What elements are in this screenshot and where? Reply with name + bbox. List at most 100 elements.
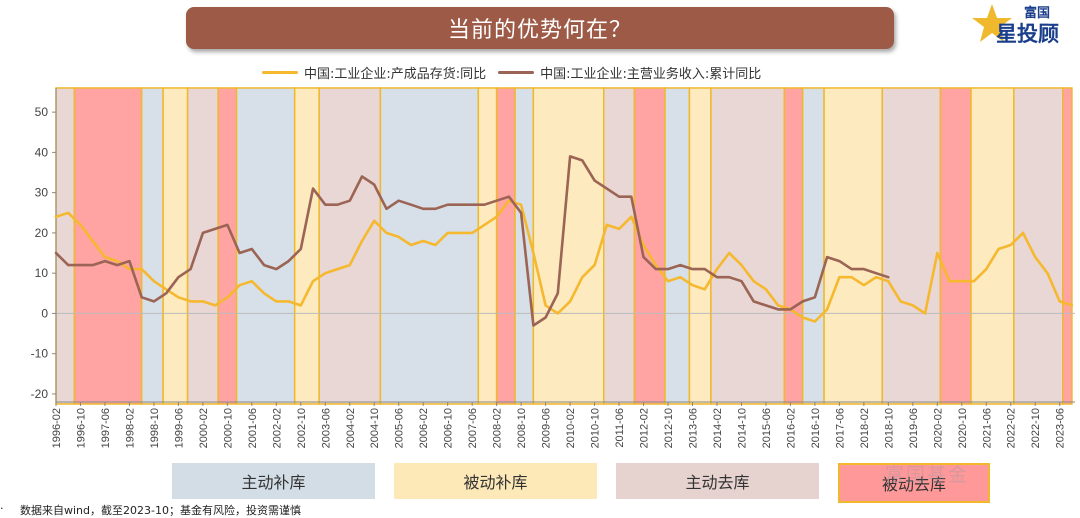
phase-band-passive-restock: [477, 87, 498, 405]
logo-line2: 星投顾: [996, 22, 1059, 46]
phase-band-active-destock: [55, 87, 76, 405]
phase-band-passive-destock: [217, 87, 238, 405]
y-tick-label: -10: [31, 347, 49, 361]
legend-label-inventory: 中国:工业企业:产成品存货:同比: [304, 66, 487, 82]
phase-legend-label: 主动补库: [241, 473, 306, 492]
x-tick-label: 1998-10: [149, 408, 161, 448]
y-tick-label: 20: [35, 226, 49, 240]
x-tick-label: 2004-02: [345, 408, 357, 448]
x-tick-label: 2019-06: [908, 408, 920, 448]
x-tick-label: 2016-10: [810, 408, 822, 448]
phase-band-passive-destock: [633, 87, 666, 405]
y-tick-label: 10: [35, 266, 49, 280]
phase-band-passive-restock: [293, 87, 320, 405]
phase-band-passive-restock: [532, 87, 605, 405]
x-tick-label: 2021-06: [981, 408, 993, 448]
y-tick-label: 30: [35, 186, 49, 200]
x-tick-label: 2006-10: [443, 408, 455, 448]
series-line-revenue: [54, 155, 890, 327]
x-tick-label: 2006-02: [418, 408, 430, 448]
x-tick-label: 2008-10: [516, 408, 528, 448]
phase-band-passive-restock: [823, 87, 883, 405]
x-tick-label: 2014-10: [736, 408, 748, 448]
phase-band-active-destock: [710, 87, 786, 405]
phase-band-active-restock: [379, 87, 480, 405]
phase-band-passive-destock: [1062, 87, 1073, 405]
x-tick-label: 1999-06: [173, 408, 185, 448]
phase-legend-active-destock: 主动去库: [616, 463, 819, 499]
y-tick-label: 50: [35, 105, 49, 119]
legend-swatch-revenue: [498, 70, 535, 74]
footer-bullet: ·: [0, 502, 4, 515]
x-tick-label: 2022-10: [1030, 408, 1042, 448]
phase-band-active-restock: [801, 87, 825, 405]
phase-band-passive-restock: [162, 87, 189, 405]
x-tick-label: 2008-02: [492, 408, 504, 448]
x-tick-label: 2015-06: [761, 408, 773, 448]
phase-band-active-destock: [318, 87, 382, 405]
x-tick-label: 2013-06: [687, 408, 699, 448]
legend-item-revenue: 中国:工业企业:主营业务收入:累计同比: [498, 63, 761, 82]
x-tick-label: 2017-06: [834, 408, 846, 448]
phase-legend-passive-destock: 被动去库: [838, 463, 990, 503]
x-tick-label: 2018-02: [859, 408, 871, 448]
x-tick-label: 2022-02: [1006, 408, 1018, 448]
phase-band-passive-destock: [939, 87, 972, 405]
x-tick-label: 2010-02: [565, 408, 577, 448]
x-tick-label: 2014-02: [712, 408, 724, 448]
x-tick-label: 2002-10: [296, 408, 308, 448]
x-tick-label: 1996-10: [75, 408, 87, 448]
star-icon: [972, 4, 1012, 42]
phase-band-passive-restock: [688, 87, 712, 405]
phase-legend-label: 被动去库: [881, 475, 946, 494]
x-tick-label: 2009-06: [541, 408, 553, 448]
x-tick-label: 2001-06: [247, 408, 259, 448]
phase-legend-passive-restock: 被动补库: [394, 463, 597, 499]
phase-band-active-restock: [235, 87, 296, 405]
phase-band-passive-destock: [73, 87, 143, 405]
x-tick-label: 2023-06: [1055, 408, 1067, 448]
brand-logo: 富国 星投顾: [972, 4, 1059, 46]
logo-line1: 富国: [1024, 5, 1050, 20]
legend-label-revenue: 中国:工业企业:主营业务收入:累计同比: [540, 66, 762, 82]
x-tick-label: 2011-06: [614, 408, 626, 448]
x-tick-label: 2012-10: [663, 408, 675, 448]
x-tick-label: 2010-10: [590, 408, 602, 448]
phase-band-active-restock: [140, 87, 164, 405]
phase-band-passive-destock: [783, 87, 804, 405]
x-tick-label: 2016-02: [785, 408, 797, 448]
legend-item-inventory: 中国:工业企业:产成品存货:同比: [262, 63, 486, 82]
phase-band-passive-destock: [495, 87, 516, 405]
y-tick-label: 40: [35, 145, 49, 159]
phase-legend-label: 被动补库: [463, 473, 528, 492]
phase-band-active-destock: [603, 87, 636, 405]
x-tick-label: 2018-10: [883, 408, 895, 448]
phase-legend-active-restock: 主动补库: [172, 463, 375, 499]
y-tick-label: 0: [41, 306, 48, 320]
x-tick-label: 2007-06: [467, 408, 479, 448]
series-line-inventory: [54, 199, 1074, 323]
x-tick-label: 2000-02: [198, 408, 210, 448]
phase-band-active-destock: [186, 87, 219, 405]
x-tick-label: 1996-02: [51, 408, 63, 448]
x-tick-label: 2012-02: [639, 408, 651, 448]
x-tick-label: 2004-10: [369, 408, 381, 448]
x-tick-label: 2005-06: [394, 408, 406, 448]
x-tick-label: 2000-10: [222, 408, 234, 448]
footer-note: 数据来自wind，截至2023-10；基金有风险，投资需谨慎: [20, 504, 301, 517]
y-tick-label: -20: [31, 387, 49, 401]
phase-legend-label: 主动去库: [685, 473, 750, 492]
watermark: 富国基金: [885, 464, 970, 486]
x-tick-label: 1997-06: [100, 408, 112, 448]
phase-band-active-destock: [1013, 87, 1064, 405]
phase-band-active-destock: [881, 87, 942, 405]
x-tick-label: 2020-02: [932, 408, 944, 448]
x-tick-label: 2020-10: [957, 408, 969, 448]
legend-swatch-inventory: [262, 70, 298, 74]
x-tick-label: 2002-02: [271, 408, 283, 448]
title-banner: 当前的优势何在？: [186, 7, 894, 49]
x-tick-label: 1998-02: [124, 408, 136, 448]
phase-band-active-restock: [664, 87, 691, 405]
page-title: 当前的优势何在？: [447, 18, 632, 43]
